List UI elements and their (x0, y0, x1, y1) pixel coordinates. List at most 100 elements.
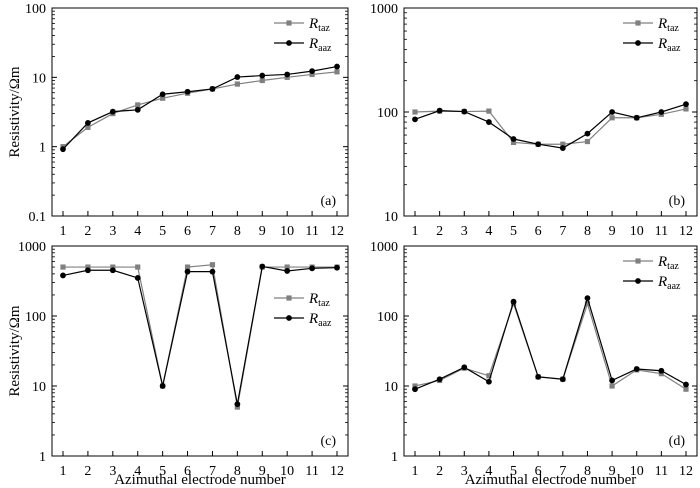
x-tick-label: 5 (510, 224, 517, 239)
data-point-aaz (334, 63, 340, 70)
plot-frame (51, 245, 349, 457)
data-point-aaz (609, 377, 615, 384)
x-tick-label: 11 (655, 224, 668, 239)
data-point-aaz (436, 107, 443, 114)
data-point-aaz (658, 367, 665, 374)
data-point-aaz (159, 91, 166, 98)
x-tick-label: 2 (84, 224, 91, 239)
data-point-aaz (486, 119, 492, 125)
data-point-taz (584, 138, 591, 145)
y-axis-label: Resistivity/Ωm (7, 305, 23, 396)
data-point-aaz (683, 101, 689, 108)
data-point-aaz (234, 74, 241, 80)
x-tick-label: 9 (259, 464, 266, 479)
x-tick-label: 12 (330, 464, 344, 479)
series-line-taz (62, 71, 338, 148)
panel-label: (a) (320, 194, 336, 209)
x-tick-label: 2 (436, 224, 443, 239)
x-tick-label: 10 (630, 464, 644, 479)
data-point-aaz (209, 86, 216, 92)
data-point-taz (683, 106, 689, 112)
x-tick-label: 4 (485, 464, 492, 479)
x-tick-label: 1 (412, 464, 419, 479)
x-tick-label: 12 (679, 464, 693, 479)
data-point-aaz (683, 381, 689, 388)
data-point-aaz (510, 298, 517, 305)
y-tick-label: 100 (25, 310, 46, 325)
legend-label-taz: Rtaz (308, 16, 330, 34)
legend-label-sub: taz (667, 23, 679, 34)
panel-label: (d) (669, 434, 686, 449)
data-point-aaz (109, 108, 116, 115)
legend-marker-taz (635, 258, 641, 264)
x-tick-label: 10 (280, 464, 294, 479)
data-point-aaz (60, 272, 66, 279)
data-point-taz (584, 301, 591, 307)
data-point-aaz (85, 120, 91, 126)
y-tick-label: 100 (377, 310, 398, 325)
data-point-taz (234, 81, 240, 87)
data-point-taz (209, 262, 216, 268)
data-point-aaz (284, 71, 291, 78)
x-tick-label: 6 (535, 464, 542, 479)
y-tick-label: 1000 (18, 240, 46, 255)
x-tick-label: 7 (559, 224, 566, 239)
legend-label-aaz: Raaz (308, 36, 332, 54)
legend-marker-taz (286, 20, 292, 26)
legend-marker-aaz (286, 40, 292, 46)
data-point-aaz (584, 130, 591, 137)
data-point-taz (683, 386, 689, 392)
series-line-taz (414, 301, 687, 390)
y-axis-label: Resistivity/Ωm (7, 66, 23, 157)
x-tick-label: 1 (60, 224, 67, 239)
data-point-aaz (134, 275, 141, 281)
x-tick-label: 9 (609, 224, 616, 239)
x-tick-label: 3 (109, 464, 116, 479)
data-point-aaz (412, 116, 418, 123)
data-point-aaz (633, 366, 640, 372)
legend-label-sub: taz (318, 298, 330, 309)
data-point-aaz (309, 68, 315, 74)
y-tick-label: 10 (384, 380, 398, 395)
x-tick-label: 3 (461, 464, 468, 479)
x-tick-label: 8 (584, 464, 591, 479)
series-line-taz (63, 264, 337, 408)
series-line-aaz (62, 265, 338, 405)
data-point-aaz (159, 383, 166, 389)
series-line-taz (414, 108, 687, 145)
data-point-taz (486, 108, 492, 114)
x-tick-label: 7 (559, 464, 566, 479)
data-point-taz (560, 141, 566, 147)
legend-label-main: R (308, 291, 318, 307)
data-point-aaz (535, 373, 542, 380)
x-tick-label: 4 (134, 224, 141, 239)
data-point-taz (412, 383, 418, 389)
data-point-aaz (535, 141, 542, 148)
legend-label-main: R (657, 274, 667, 290)
plot-frame (51, 7, 349, 217)
legend-marker-taz (286, 295, 292, 301)
data-point-taz (110, 264, 116, 270)
series-line-aaz (414, 103, 687, 149)
data-point-aaz (559, 376, 566, 383)
x-tick-label: 11 (655, 464, 668, 479)
data-point-aaz (412, 386, 418, 393)
data-point-taz (184, 264, 191, 270)
y-tick-label: 100 (25, 2, 46, 17)
data-point-aaz (234, 401, 241, 408)
data-point-aaz (209, 268, 216, 275)
data-point-aaz (259, 263, 266, 270)
data-point-aaz (284, 268, 291, 274)
legend-label-taz: Rtaz (657, 254, 679, 272)
data-point-aaz (584, 295, 591, 302)
x-tick-label: 1 (412, 224, 419, 239)
data-point-taz (609, 383, 615, 389)
data-point-taz (85, 124, 91, 130)
data-point-aaz (334, 264, 340, 271)
data-point-aaz (85, 267, 91, 274)
x-tick-label: 9 (259, 224, 266, 239)
